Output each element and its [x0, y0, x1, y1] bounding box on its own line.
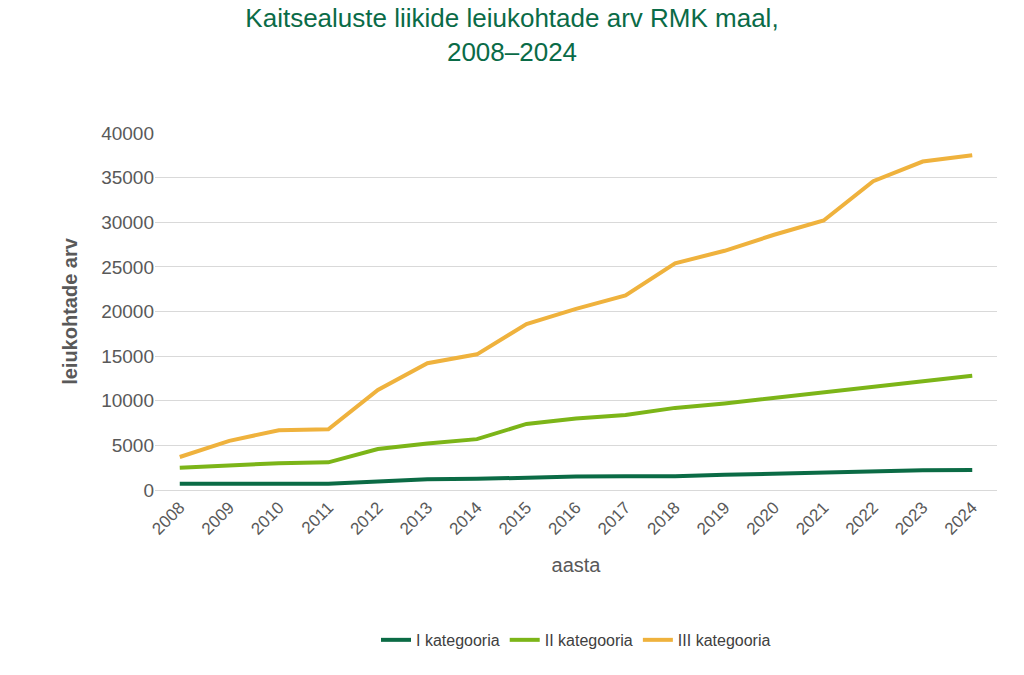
svg-text:5000: 5000	[112, 435, 154, 456]
svg-text:2008: 2008	[148, 498, 188, 538]
svg-text:2011: 2011	[298, 498, 337, 537]
svg-text:40000: 40000	[101, 123, 154, 144]
svg-text:2019: 2019	[693, 498, 733, 538]
svg-text:2013: 2013	[396, 498, 436, 538]
svg-text:Kaitsealuste liikide leiukohta: Kaitsealuste liikide leiukohtade arv RMK…	[245, 3, 778, 67]
svg-text:2017: 2017	[594, 498, 634, 538]
svg-text:2021: 2021	[792, 498, 832, 538]
svg-text:2012: 2012	[347, 498, 387, 538]
svg-text:2010: 2010	[247, 498, 287, 538]
svg-text:20000: 20000	[101, 301, 154, 322]
svg-text:2024: 2024	[941, 498, 981, 538]
svg-text:30000: 30000	[101, 212, 154, 233]
svg-text:2016: 2016	[545, 498, 585, 538]
svg-text:III kategooria: III kategooria	[678, 632, 771, 649]
svg-text:2009: 2009	[198, 498, 238, 538]
svg-text:2023: 2023	[891, 498, 931, 538]
svg-text:I kategooria: I kategooria	[416, 632, 500, 649]
svg-text:15000: 15000	[101, 346, 154, 367]
svg-text:0: 0	[143, 480, 154, 501]
svg-text:2018: 2018	[644, 498, 684, 538]
svg-text:2014: 2014	[446, 498, 486, 538]
svg-text:25000: 25000	[101, 257, 154, 278]
svg-text:aasta: aasta	[552, 554, 602, 576]
svg-text:2022: 2022	[842, 498, 882, 538]
svg-text:35000: 35000	[101, 167, 154, 188]
svg-text:2015: 2015	[495, 498, 535, 538]
svg-text:10000: 10000	[101, 390, 154, 411]
svg-text:2020: 2020	[743, 498, 783, 538]
svg-text:leiukohtade arv: leiukohtade arv	[59, 237, 81, 385]
svg-text:II kategooria: II kategooria	[545, 632, 633, 649]
